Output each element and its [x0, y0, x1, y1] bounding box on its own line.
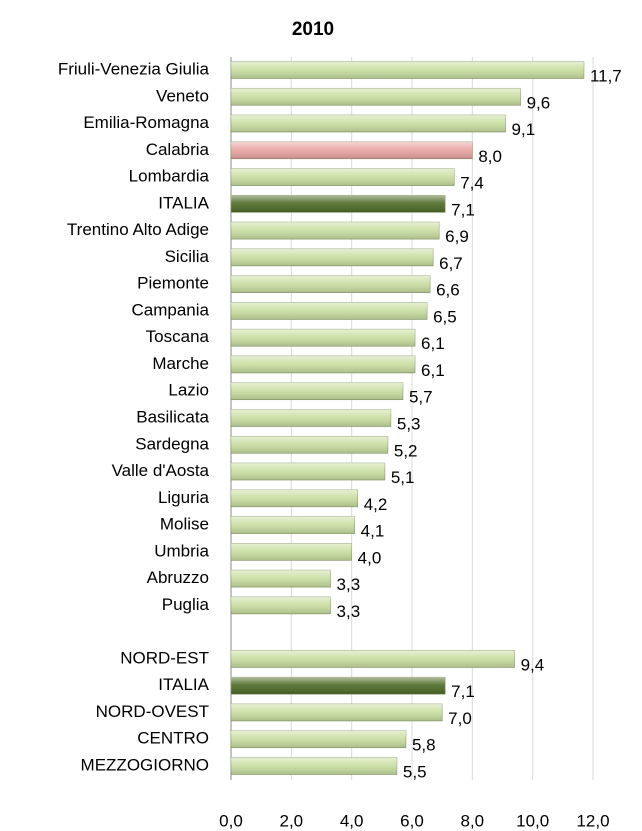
x-tick-label: 10,0: [516, 811, 549, 830]
y-tick-label: Piemonte: [137, 274, 209, 293]
y-tick-label: Marche: [152, 354, 209, 373]
y-tick-label: ITALIA: [158, 675, 209, 694]
y-tick-label: Toscana: [146, 327, 210, 346]
value-label: 7,1: [451, 200, 475, 219]
y-tick-label: Veneto: [156, 86, 209, 105]
bar: [230, 61, 585, 79]
bar: [230, 355, 416, 374]
value-label: 3,3: [337, 575, 361, 594]
y-tick-label: Valle d'Aosta: [112, 461, 210, 480]
bar: [230, 221, 440, 240]
y-tick-label: Friuli-Venezia Giulia: [58, 59, 210, 78]
value-label: 3,3: [337, 602, 361, 621]
value-label: 9,6: [527, 93, 551, 112]
y-tick-label: ITALIA: [158, 193, 209, 212]
value-label: 5,1: [391, 468, 415, 487]
bar: [230, 87, 521, 106]
value-label: 7,1: [451, 682, 475, 701]
value-label: 6,1: [421, 334, 445, 353]
value-label: 9,4: [521, 655, 545, 674]
value-label: 7,4: [460, 174, 484, 193]
bar: [230, 489, 358, 508]
y-tick-label: Sardegna: [135, 434, 209, 453]
y-tick-label: Abruzzo: [147, 568, 209, 587]
value-label: 8,0: [478, 147, 502, 166]
value-label: 6,6: [436, 281, 460, 300]
bar: [230, 248, 434, 267]
value-label: 11,7: [590, 66, 622, 85]
bar: [230, 757, 398, 775]
bar: [230, 382, 404, 401]
bar: [230, 650, 515, 668]
value-label: 5,5: [403, 762, 427, 781]
bar: [230, 141, 473, 160]
bar: [230, 703, 443, 722]
value-label: 5,8: [412, 736, 436, 755]
value-label: 5,3: [397, 414, 421, 433]
value-label: 4,2: [364, 495, 388, 514]
bar: [230, 114, 506, 133]
y-tick-label: Lazio: [168, 381, 209, 400]
y-tick-label: Liguria: [158, 488, 210, 507]
value-label: 6,1: [421, 361, 445, 380]
value-label: 4,0: [358, 548, 382, 567]
x-tick-label: 0,0: [219, 811, 243, 830]
y-tick-label: Molise: [160, 515, 209, 534]
bar: [230, 569, 331, 588]
y-tick-label: Umbria: [154, 541, 209, 560]
y-tick-label: Sicilia: [165, 247, 210, 266]
x-tick-label: 6,0: [400, 811, 424, 830]
value-label: 4,1: [361, 522, 385, 541]
y-tick-label: NORD-OVEST: [96, 702, 209, 721]
y-tick-label: Emilia-Romagna: [83, 113, 209, 132]
bar: [230, 168, 455, 186]
x-tick-label: 12,0: [576, 811, 609, 830]
bar: [230, 302, 428, 320]
bar: [230, 409, 392, 427]
y-tick-label: NORD-EST: [120, 648, 209, 667]
y-tick-label: Calabria: [146, 140, 210, 159]
bar: [230, 730, 407, 749]
value-label: 9,1: [512, 120, 536, 139]
y-tick-label: Lombardia: [129, 167, 210, 186]
bar: [230, 328, 416, 347]
bar: [230, 462, 386, 481]
x-tick-label: 4,0: [340, 811, 364, 830]
value-label: 6,5: [433, 307, 457, 326]
value-label: 6,9: [445, 227, 469, 246]
y-tick-label: Basilicata: [136, 407, 209, 426]
value-label: 5,2: [394, 441, 418, 460]
x-tick-label: 8,0: [461, 811, 485, 830]
chart-title: 2010: [292, 19, 334, 40]
x-tick-label: 2,0: [280, 811, 304, 830]
value-label: 5,7: [409, 388, 433, 407]
y-tick-label: Puglia: [162, 595, 210, 614]
bar: [230, 275, 431, 293]
value-label: 6,7: [439, 254, 463, 273]
y-tick-label: Trentino Alto Adige: [67, 220, 209, 239]
y-tick-label: Campania: [132, 300, 210, 319]
bar: [230, 435, 389, 454]
bar: [230, 676, 446, 695]
bar: [230, 195, 446, 213]
value-label: 7,0: [448, 709, 472, 728]
bar: [230, 596, 331, 615]
bar: [230, 543, 352, 561]
y-tick-label: CENTRO: [137, 729, 209, 748]
bar: [230, 516, 355, 534]
y-tick-label: MEZZOGIORNO: [81, 755, 209, 774]
